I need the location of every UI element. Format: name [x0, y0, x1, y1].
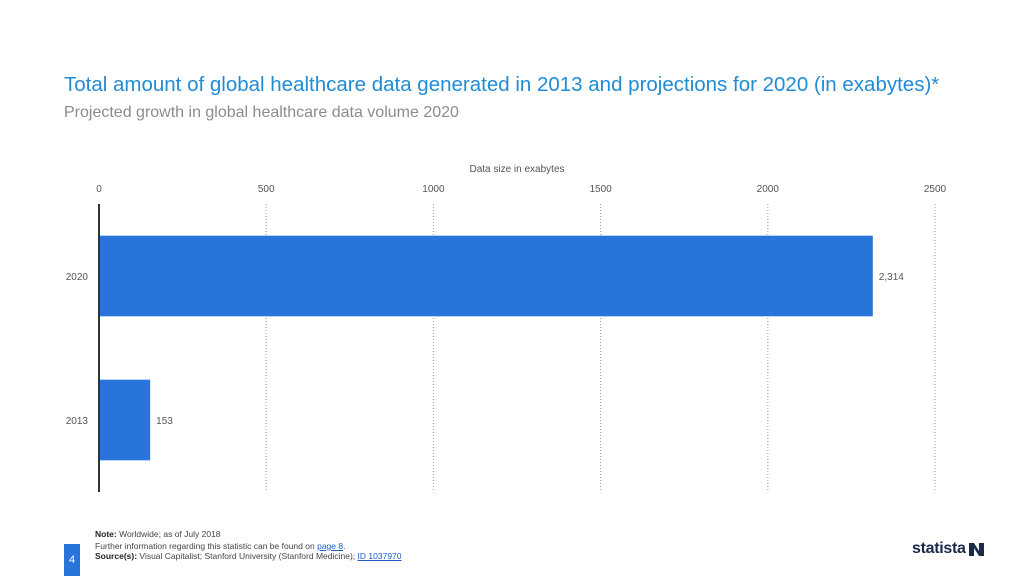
data-label: 2,314: [879, 272, 904, 283]
source-label: Source(s):: [95, 551, 138, 561]
x-tick-label: 2500: [924, 184, 947, 195]
x-tick-label: 0: [96, 184, 102, 195]
source-line: Source(s): Visual Capitalist; Stanford U…: [95, 551, 402, 561]
logo-icon: [968, 542, 984, 556]
chart-subtitle: Projected growth in global healthcare da…: [64, 104, 459, 121]
further-info-text: Further information regarding this stati…: [95, 541, 315, 551]
x-tick-label: 1000: [422, 184, 445, 195]
category-label: 2020: [66, 272, 89, 283]
bar-2020: [99, 235, 873, 317]
source-text: Visual Capitalist; Stanford University (…: [139, 551, 356, 561]
further-info-line: Further information regarding this stati…: [95, 541, 346, 551]
x-tick-label: 500: [258, 184, 275, 195]
source-id-link[interactable]: ID 1037970: [357, 551, 402, 561]
note-text: Worldwide; as of July 2018: [119, 529, 221, 539]
logo-text: statista: [912, 540, 966, 557]
note-label: Note:: [95, 529, 117, 539]
x-tick-label: 1500: [589, 184, 612, 195]
further-info-link[interactable]: page 8: [317, 541, 344, 551]
statista-logo[interactable]: statista: [912, 540, 984, 558]
page-number-badge: 4: [64, 544, 80, 576]
bar-2013: [99, 379, 151, 461]
chart-title: Total amount of global healthcare data g…: [64, 73, 940, 96]
category-label: 2013: [66, 416, 89, 427]
data-label: 153: [156, 416, 173, 427]
x-tick-label: 2000: [757, 184, 780, 195]
x-axis-title: Data size in exabytes: [469, 164, 564, 175]
note-line: Note: Worldwide; as of July 2018: [95, 529, 221, 539]
